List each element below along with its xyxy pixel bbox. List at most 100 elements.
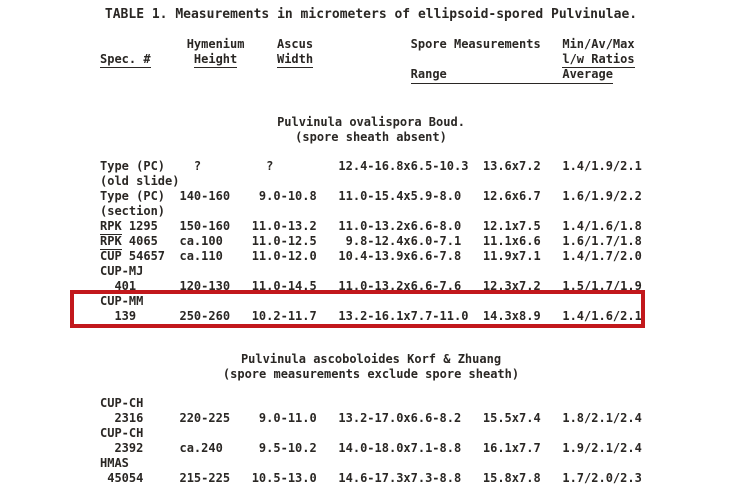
empty-cell	[338, 396, 482, 411]
spec-underlined-prefix: RPK	[100, 234, 122, 250]
spore-average-cell: 16.1x7.7	[482, 441, 541, 455]
ascus-width-cell: 10.5-13.0	[251, 471, 317, 485]
spec-label-row: CUP-CH	[100, 426, 642, 441]
spore-range-cell: 9.8-12.4x6.0-7.1	[338, 234, 462, 248]
section-rows: Type (PC) ? ? 12.4-16.8x6.5-10.3 13.6x7.2 1…	[70, 159, 645, 328]
ascus-width-cell: 9.0-10.8	[251, 189, 317, 203]
species-section: Pulvinula ovalispora Boud. (spore sheath …	[70, 115, 645, 328]
empty-cell	[252, 174, 339, 189]
lw-ratio-cell: 1.4/1.9/2.1	[562, 159, 642, 173]
hymenium-height-cell: 250-260	[179, 309, 231, 323]
species-heading: Pulvinula ascoboloides Korf & Zhuang	[240, 352, 502, 366]
spore-average-cell: 15.5x7.4	[482, 411, 541, 425]
spec-cell: 45054	[100, 471, 144, 485]
empty-cell	[483, 426, 562, 441]
empty-cell	[562, 264, 641, 279]
header-row-top: Hymenium Ascus Spore Measurements Min/Av…	[100, 37, 642, 52]
spec-cell: RPK 4065	[100, 234, 158, 250]
empty-cell	[179, 456, 251, 471]
header-min-av-max: Min/Av/Max	[562, 37, 635, 51]
header-ascus: Ascus	[276, 37, 314, 51]
spec-cell: 139	[100, 309, 137, 323]
spec-cell: 2316	[100, 411, 144, 425]
header-range-average: Range Average	[338, 52, 613, 99]
header-spacer	[100, 37, 179, 52]
spore-average-cell: 12.3x7.2	[482, 279, 541, 293]
header-lw-ratios: l/w Ratios	[562, 52, 635, 68]
ascus-width-cell: ?	[251, 159, 274, 173]
empty-cell	[562, 426, 641, 441]
empty-cell	[252, 294, 339, 309]
spore-average-cell: 14.3x8.9	[482, 309, 541, 323]
empty-cell	[252, 396, 339, 411]
lw-ratio-cell: 1.8/2.1/2.4	[562, 411, 642, 425]
hymenium-height-cell: ca.110	[179, 249, 223, 263]
spore-range-cell: 13.2-17.0x6.6-8.2	[338, 411, 462, 425]
spec-cell: CUP-MM	[100, 294, 144, 308]
ascus-width-cell: 9.0-11.0	[251, 411, 317, 425]
empty-cell	[252, 456, 339, 471]
spec-label-row: CUP-CH	[100, 396, 642, 411]
table-row: 2316 220-225 9.0-11.0 13.2-17.0x6.6-8.2 15.…	[100, 411, 642, 426]
lw-ratio-cell: 1.6/1.9/2.2	[562, 189, 642, 203]
spore-range-cell: 13.2-16.1x7.7-11.0	[338, 309, 469, 323]
empty-cell	[562, 294, 641, 309]
spore-average-cell: 12.6x6.7	[482, 189, 541, 203]
table-row: CUP 54657 ca.110 11.0-12.0 10.4-13.9x6.6-7.…	[100, 249, 642, 264]
section-rows: CUP-CH 2316 220-225 9.0-11.0 13.2-17.0x6.6…	[100, 396, 642, 486]
species-subheading: (spore sheath absent)	[295, 130, 447, 144]
empty-cell	[338, 264, 482, 279]
empty-cell	[562, 456, 641, 471]
empty-cell	[483, 294, 562, 309]
lw-ratio-cell: 1.7/2.0/2.3	[562, 471, 642, 485]
hymenium-height-cell: 120-130	[179, 279, 231, 293]
empty-cell	[338, 174, 482, 189]
lw-ratio-cell: 1.9/2.1/2.4	[562, 441, 642, 455]
hymenium-height-cell: 220-225	[179, 411, 231, 425]
header-spore-measurements: Spore Measurements	[410, 37, 541, 51]
spec-cell: HMAS	[100, 456, 129, 470]
empty-cell	[179, 396, 251, 411]
hymenium-height-cell: 140-160	[179, 189, 231, 203]
hymenium-height-cell: 215-225	[179, 471, 231, 485]
spore-average-cell: 11.9x7.1	[482, 249, 541, 263]
lw-ratio-cell: 1.4/1.7/2.0	[562, 249, 642, 263]
empty-cell	[483, 204, 562, 219]
empty-cell	[252, 204, 339, 219]
ascus-width-cell: 11.0-13.2	[251, 219, 317, 233]
hymenium-height-cell: ca.100	[179, 234, 223, 248]
empty-cell	[562, 396, 641, 411]
spec-cell: 2392	[100, 441, 144, 455]
header-range: Range	[410, 67, 447, 81]
spore-range-cell: 11.0-13.2x6.6-8.0	[338, 219, 462, 233]
empty-cell	[179, 264, 251, 279]
header-hymenium: Hymenium	[186, 37, 245, 51]
hymenium-height-cell: ca.240	[179, 441, 223, 455]
table-row: 2392 ca.240 9.5-10.2 14.0-18.0x7.1-8.8 16.1…	[100, 441, 642, 456]
species-section: Pulvinula ascoboloides Korf & Zhuang (spo…	[100, 352, 642, 486]
spore-range-cell: 11.0-13.2x6.6-7.6	[338, 279, 462, 293]
spec-label-row: HMAS	[100, 456, 642, 471]
spec-cell: RPK 1295	[100, 219, 158, 235]
table-body: Pulvinula ovalispora Boud. (spore sheath …	[70, 115, 645, 486]
empty-cell	[338, 294, 482, 309]
ascus-width-cell: 11.0-12.5	[251, 234, 317, 248]
empty-cell	[562, 204, 641, 219]
table-row: Type (PC) ? ? 12.4-16.8x6.5-10.3 13.6x7.2 1…	[100, 159, 642, 174]
spore-range-cell: 14.6-17.3x7.3-8.8	[338, 471, 462, 485]
spec-cell: (section)	[100, 204, 166, 218]
table-content: TABLE 1. Measurements in micrometers of …	[70, 8, 645, 486]
spore-range-cell: 11.0-15.4x5.9-8.0	[338, 189, 462, 203]
empty-cell	[562, 174, 641, 189]
table-row: 45054 215-225 10.5-13.0 14.6-17.3x7.3-8.8 15…	[100, 471, 642, 486]
header-spec: Spec. #	[100, 52, 151, 68]
header-average: Average	[562, 67, 613, 81]
hymenium-height-cell: 150-160	[179, 219, 231, 233]
spore-range-cell: 12.4-16.8x6.5-10.3	[338, 159, 469, 173]
header-row-bottom: Spec. # Height Width Range Average l/w Ra…	[100, 52, 642, 99]
spec-label-row: CUP-MJ	[100, 264, 642, 279]
spore-average-cell: 12.1x7.5	[482, 219, 541, 233]
empty-cell	[338, 426, 482, 441]
ascus-width-cell: 9.5-10.2	[251, 441, 317, 455]
spec-cell: CUP 54657	[100, 249, 166, 263]
